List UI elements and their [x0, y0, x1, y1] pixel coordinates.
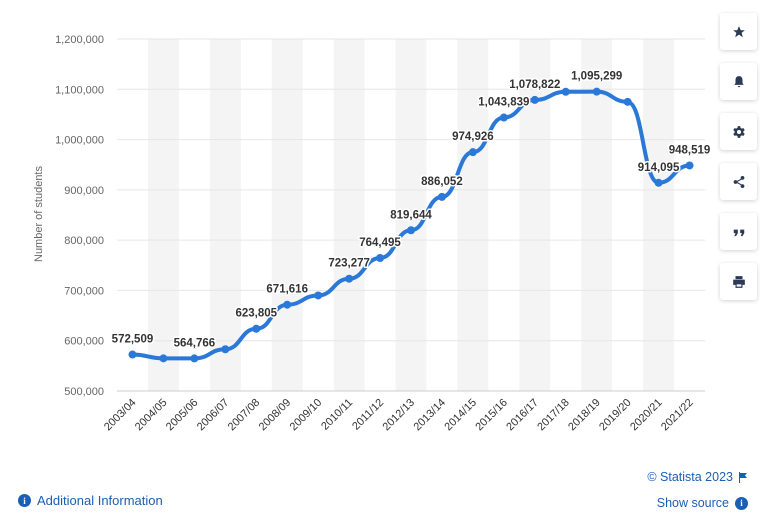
- data-point: [437, 192, 446, 201]
- column-band: [209, 39, 241, 391]
- notification-button[interactable]: [720, 63, 757, 100]
- y-tick-label: 600,000: [64, 336, 104, 348]
- gear-icon: [732, 125, 745, 138]
- data-point: [468, 148, 477, 157]
- favorite-button[interactable]: [720, 13, 757, 50]
- x-tick-label: 2015/16: [473, 397, 510, 434]
- x-tick-label: 2021/22: [659, 397, 696, 434]
- x-tick-label: 2018/19: [566, 397, 603, 434]
- additional-information-label: Additional Information: [37, 493, 163, 508]
- x-tick-label: 2011/12: [350, 397, 386, 433]
- y-axis-label: Number of students: [33, 166, 45, 262]
- x-tick-label: 2012/13: [381, 397, 418, 434]
- data-label: 764,495: [359, 237, 401, 249]
- data-label: 974,926: [452, 131, 494, 143]
- column-band: [457, 39, 489, 391]
- data-point: [314, 291, 323, 300]
- x-tick-label: 2019/20: [597, 397, 634, 434]
- column-band: [271, 39, 303, 391]
- copyright-text: © Statista 2023: [647, 470, 733, 484]
- column-band: [643, 39, 675, 391]
- y-tick-label: 500,000: [64, 386, 104, 398]
- data-point: [283, 300, 292, 309]
- quote-icon: [733, 229, 744, 236]
- print-button[interactable]: [720, 263, 757, 300]
- data-point: [499, 113, 508, 122]
- column-band: [519, 39, 551, 391]
- x-tick-label: 2006/07: [195, 397, 232, 434]
- show-source-label: Show source: [656, 496, 729, 510]
- data-point: [190, 354, 199, 363]
- y-axis-ticks: 500,000 600,000 700,000 800,000 900,000 1,000…: [55, 34, 104, 398]
- column-band: [147, 39, 179, 391]
- x-tick-label: 2004/05: [133, 397, 170, 434]
- y-tick-label: 700,000: [64, 285, 104, 297]
- bell-icon: [733, 75, 744, 87]
- data-label: 819,644: [390, 209, 432, 221]
- data-label: 1,043,839: [478, 97, 529, 109]
- cite-button[interactable]: [720, 213, 757, 250]
- star-icon: [732, 25, 745, 37]
- info-icon: i: [18, 494, 31, 507]
- data-point: [376, 253, 385, 262]
- data-point: [407, 226, 415, 235]
- flag-icon: [739, 471, 747, 483]
- x-tick-label: 2013/14: [411, 397, 448, 434]
- x-tick-label: 2009/10: [288, 397, 325, 434]
- x-tick-label: 2017/18: [535, 397, 572, 434]
- x-tick-label: 2010/11: [319, 397, 355, 433]
- data-point: [252, 324, 261, 333]
- line-chart: 500,000 600,000 700,000 800,000 900,000 1,000…: [33, 34, 712, 434]
- printer-icon: [732, 275, 745, 288]
- x-tick-label: 2014/15: [442, 397, 479, 434]
- y-tick-label: 900,000: [64, 185, 104, 197]
- data-label: 623,805: [235, 308, 277, 320]
- x-axis-ticks: 2003/042004/052005/062006/072007/082008/…: [102, 397, 696, 434]
- data-point: [685, 161, 694, 170]
- y-tick-label: 1,100,000: [55, 84, 104, 96]
- copyright: © Statista 2023: [647, 470, 748, 484]
- data-point: [592, 87, 601, 96]
- x-tick-label: 2020/21: [628, 397, 665, 434]
- x-tick-label: 2016/17: [504, 397, 541, 434]
- settings-button[interactable]: [720, 113, 757, 150]
- column-band: [395, 39, 427, 391]
- data-point: [561, 87, 570, 96]
- data-label: 1,078,822: [509, 79, 560, 91]
- data-point: [221, 345, 230, 354]
- column-bands: [147, 39, 675, 391]
- data-point: [654, 178, 663, 187]
- data-point: [345, 274, 354, 283]
- data-label: 1,095,299: [571, 71, 622, 83]
- additional-information-link[interactable]: i Additional Information: [18, 493, 163, 508]
- column-band: [333, 39, 365, 391]
- x-tick-label: 2007/08: [226, 397, 263, 434]
- data-label: 914,095: [638, 162, 680, 174]
- share-button[interactable]: [720, 163, 757, 200]
- x-tick-label: 2008/09: [257, 397, 294, 434]
- data-label: 671,616: [266, 284, 308, 296]
- x-tick-label: 2003/04: [102, 397, 139, 434]
- info-icon: i: [735, 496, 748, 510]
- data-label: 572,509: [112, 334, 154, 346]
- data-point: [623, 97, 632, 106]
- data-label: 564,766: [174, 337, 216, 349]
- column-band: [581, 39, 613, 391]
- y-tick-label: 1,200,000: [55, 34, 104, 46]
- data-label: 886,052: [421, 176, 463, 188]
- x-tick-label: 2005/06: [164, 397, 201, 434]
- y-tick-label: 1,000,000: [55, 135, 104, 147]
- share-icon: [733, 175, 744, 188]
- data-point: [128, 350, 137, 359]
- grid-lines: [117, 38, 705, 392]
- show-source-link[interactable]: Show source i: [657, 496, 748, 510]
- chart-toolbar: [720, 13, 757, 313]
- y-tick-label: 800,000: [64, 235, 104, 247]
- data-label: 723,277: [328, 258, 370, 270]
- data-labels: 572,509 564,766 623,805 671,616 723,277 764,4…: [110, 69, 712, 351]
- data-label: 948,519: [669, 144, 711, 156]
- data-points: [128, 87, 694, 363]
- data-point: [159, 354, 168, 363]
- data-point: [530, 95, 539, 104]
